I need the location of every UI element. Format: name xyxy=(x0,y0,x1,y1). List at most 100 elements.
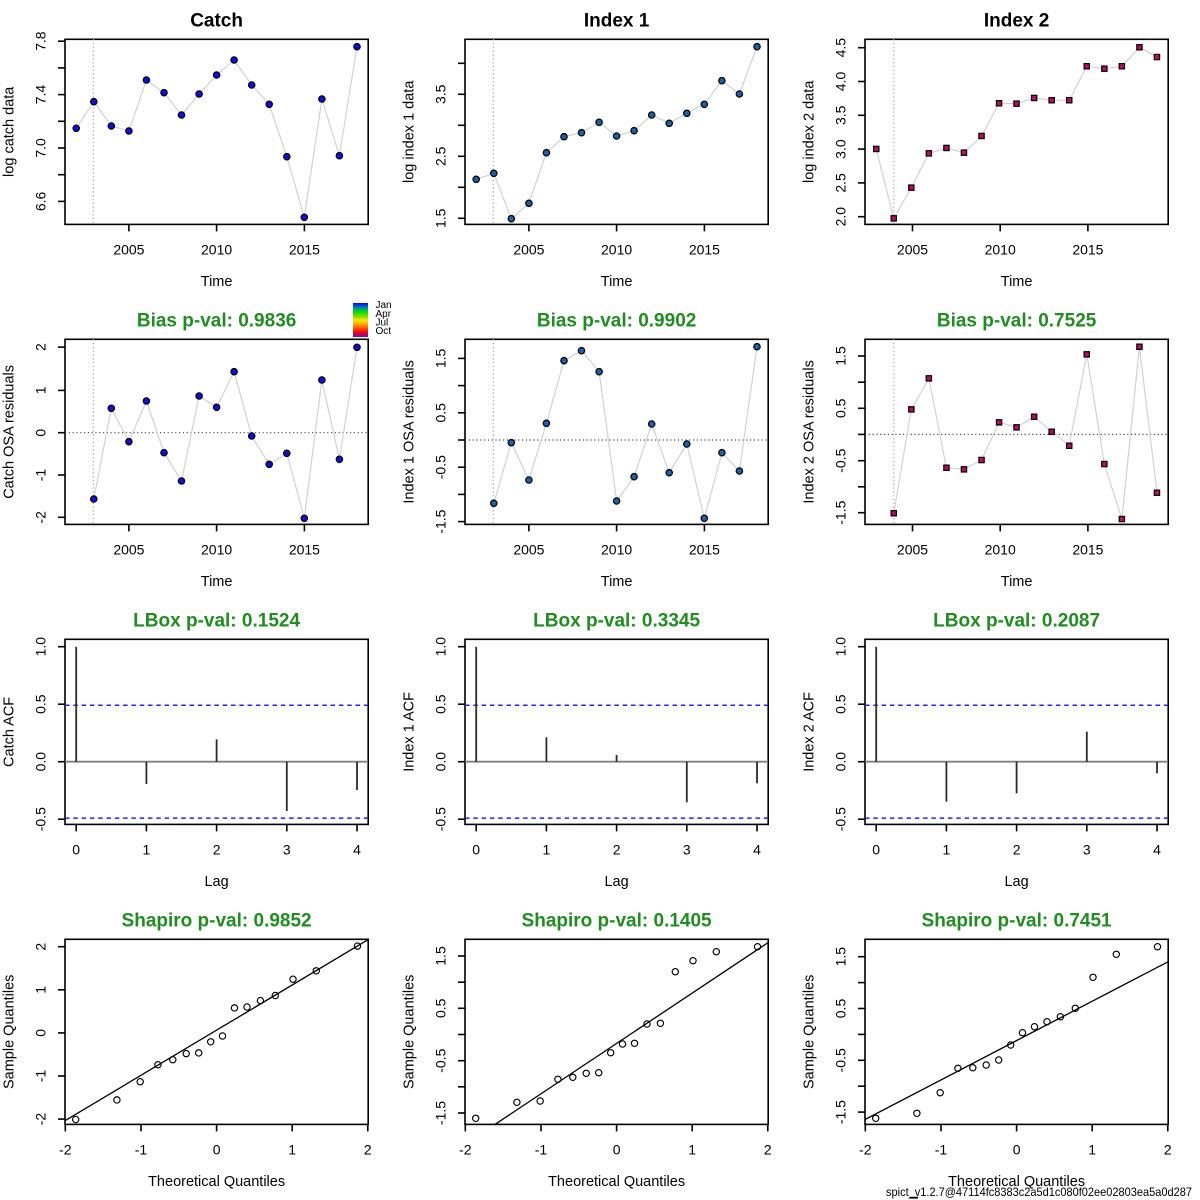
svg-text:-2: -2 xyxy=(859,1142,872,1158)
svg-text:Bias p-val: 0.7525: Bias p-val: 0.7525 xyxy=(937,311,1097,332)
svg-text:-0.5: -0.5 xyxy=(833,807,849,831)
svg-text:LBox p-val: 0.1524: LBox p-val: 0.1524 xyxy=(133,611,300,632)
svg-text:1.5: 1.5 xyxy=(433,348,449,368)
svg-text:Jul: Jul xyxy=(376,317,389,328)
svg-text:4.5: 4.5 xyxy=(833,38,849,58)
svg-text:Index 1 ACF: Index 1 ACF xyxy=(402,692,418,772)
svg-text:3.5: 3.5 xyxy=(433,84,449,104)
svg-text:3.5: 3.5 xyxy=(833,105,849,125)
svg-text:2010: 2010 xyxy=(601,242,632,258)
svg-text:2: 2 xyxy=(764,1142,772,1158)
svg-text:-1.5: -1.5 xyxy=(833,1100,849,1124)
svg-text:log index 2 data: log index 2 data xyxy=(802,80,818,183)
svg-text:3: 3 xyxy=(1083,842,1091,858)
svg-text:1.0: 1.0 xyxy=(433,637,449,657)
svg-text:Time: Time xyxy=(601,574,633,590)
svg-text:-1: -1 xyxy=(33,469,49,482)
svg-text:-0.5: -0.5 xyxy=(33,807,49,831)
svg-text:7.8: 7.8 xyxy=(33,31,49,51)
svg-text:Lag: Lag xyxy=(204,874,228,890)
svg-text:2010: 2010 xyxy=(201,542,232,558)
svg-text:spict_v1.2.7@47114fc8383c2a5d1: spict_v1.2.7@47114fc8383c2a5d1c080f02ee0… xyxy=(886,1185,1192,1199)
svg-text:0.5: 0.5 xyxy=(833,694,849,714)
svg-text:2: 2 xyxy=(364,1142,372,1158)
svg-text:2005: 2005 xyxy=(113,542,144,558)
svg-text:-0.5: -0.5 xyxy=(833,448,849,472)
svg-text:log catch data: log catch data xyxy=(2,86,18,177)
svg-text:2.0: 2.0 xyxy=(833,207,849,227)
svg-text:0.0: 0.0 xyxy=(833,752,849,772)
svg-text:Catch: Catch xyxy=(190,11,243,32)
svg-text:Sample Quantiles: Sample Quantiles xyxy=(402,975,418,1089)
svg-text:1.5: 1.5 xyxy=(833,346,849,366)
svg-text:1: 1 xyxy=(288,1142,296,1158)
svg-text:0.5: 0.5 xyxy=(833,999,849,1019)
svg-text:0.5: 0.5 xyxy=(833,398,849,418)
svg-text:-2: -2 xyxy=(33,511,49,524)
svg-text:0.5: 0.5 xyxy=(433,998,449,1018)
svg-text:2: 2 xyxy=(613,842,621,858)
svg-text:2: 2 xyxy=(33,343,49,351)
svg-text:2: 2 xyxy=(1164,1142,1172,1158)
svg-text:6.6: 6.6 xyxy=(33,191,49,211)
svg-text:Time: Time xyxy=(1001,574,1033,590)
svg-text:2010: 2010 xyxy=(985,242,1016,258)
svg-text:Index 2 ACF: Index 2 ACF xyxy=(802,692,818,772)
svg-text:2015: 2015 xyxy=(689,242,720,258)
svg-text:2015: 2015 xyxy=(289,542,320,558)
svg-text:Sample Quantiles: Sample Quantiles xyxy=(802,975,818,1089)
svg-text:Theoretical Quantiles: Theoretical Quantiles xyxy=(548,1174,685,1190)
svg-text:Index 1 OSA residuals: Index 1 OSA residuals xyxy=(402,360,418,503)
svg-text:2010: 2010 xyxy=(601,542,632,558)
svg-text:2015: 2015 xyxy=(1072,542,1103,558)
svg-text:0: 0 xyxy=(33,429,49,437)
svg-text:0: 0 xyxy=(72,842,80,858)
svg-text:Lag: Lag xyxy=(1004,874,1028,890)
svg-text:3.0: 3.0 xyxy=(833,139,849,159)
svg-text:0: 0 xyxy=(472,842,480,858)
svg-text:2015: 2015 xyxy=(1072,242,1103,258)
svg-text:Theoretical Quantiles: Theoretical Quantiles xyxy=(948,1174,1085,1190)
svg-text:1.5: 1.5 xyxy=(433,208,449,228)
svg-text:2005: 2005 xyxy=(897,242,928,258)
svg-text:Lag: Lag xyxy=(604,874,628,890)
svg-text:1: 1 xyxy=(1088,1142,1096,1158)
svg-text:2: 2 xyxy=(213,842,221,858)
svg-text:-1: -1 xyxy=(33,1070,49,1083)
svg-text:-0.5: -0.5 xyxy=(833,1048,849,1072)
svg-text:-2: -2 xyxy=(59,1142,72,1158)
svg-text:Time: Time xyxy=(1001,274,1033,290)
svg-text:Index 2: Index 2 xyxy=(984,11,1049,32)
svg-text:2005: 2005 xyxy=(113,242,144,258)
svg-text:Bias p-val: 0.9902: Bias p-val: 0.9902 xyxy=(537,311,696,332)
svg-text:0: 0 xyxy=(872,842,880,858)
svg-text:Bias p-val: 0.9836: Bias p-val: 0.9836 xyxy=(137,311,296,332)
svg-text:Oct: Oct xyxy=(376,326,392,337)
svg-text:0.5: 0.5 xyxy=(33,694,49,714)
svg-text:Shapiro p-val: 0.9852: Shapiro p-val: 0.9852 xyxy=(122,911,312,932)
svg-text:1: 1 xyxy=(143,842,151,858)
svg-text:1: 1 xyxy=(33,986,49,994)
svg-text:2.5: 2.5 xyxy=(833,173,849,193)
svg-text:-1: -1 xyxy=(935,1142,948,1158)
svg-text:-1: -1 xyxy=(135,1142,148,1158)
svg-text:2005: 2005 xyxy=(897,542,928,558)
svg-text:Time: Time xyxy=(201,274,233,290)
svg-text:-0.5: -0.5 xyxy=(433,455,449,479)
svg-text:0.5: 0.5 xyxy=(433,403,449,423)
svg-text:LBox p-val: 0.2087: LBox p-val: 0.2087 xyxy=(933,611,1100,632)
svg-text:Time: Time xyxy=(201,574,233,590)
svg-text:0.0: 0.0 xyxy=(433,752,449,772)
svg-text:1: 1 xyxy=(33,386,49,394)
svg-text:Time: Time xyxy=(601,274,633,290)
svg-text:Apr: Apr xyxy=(376,309,392,320)
svg-text:1: 1 xyxy=(943,842,951,858)
svg-text:2005: 2005 xyxy=(513,542,544,558)
svg-text:-2: -2 xyxy=(33,1113,49,1126)
svg-text:0: 0 xyxy=(33,1029,49,1037)
svg-text:Catch ACF: Catch ACF xyxy=(2,697,18,767)
svg-text:-2: -2 xyxy=(459,1142,472,1158)
svg-text:Shapiro p-val: 0.7451: Shapiro p-val: 0.7451 xyxy=(922,911,1113,932)
svg-text:Index 2 OSA residuals: Index 2 OSA residuals xyxy=(802,360,818,503)
svg-text:3: 3 xyxy=(283,842,291,858)
